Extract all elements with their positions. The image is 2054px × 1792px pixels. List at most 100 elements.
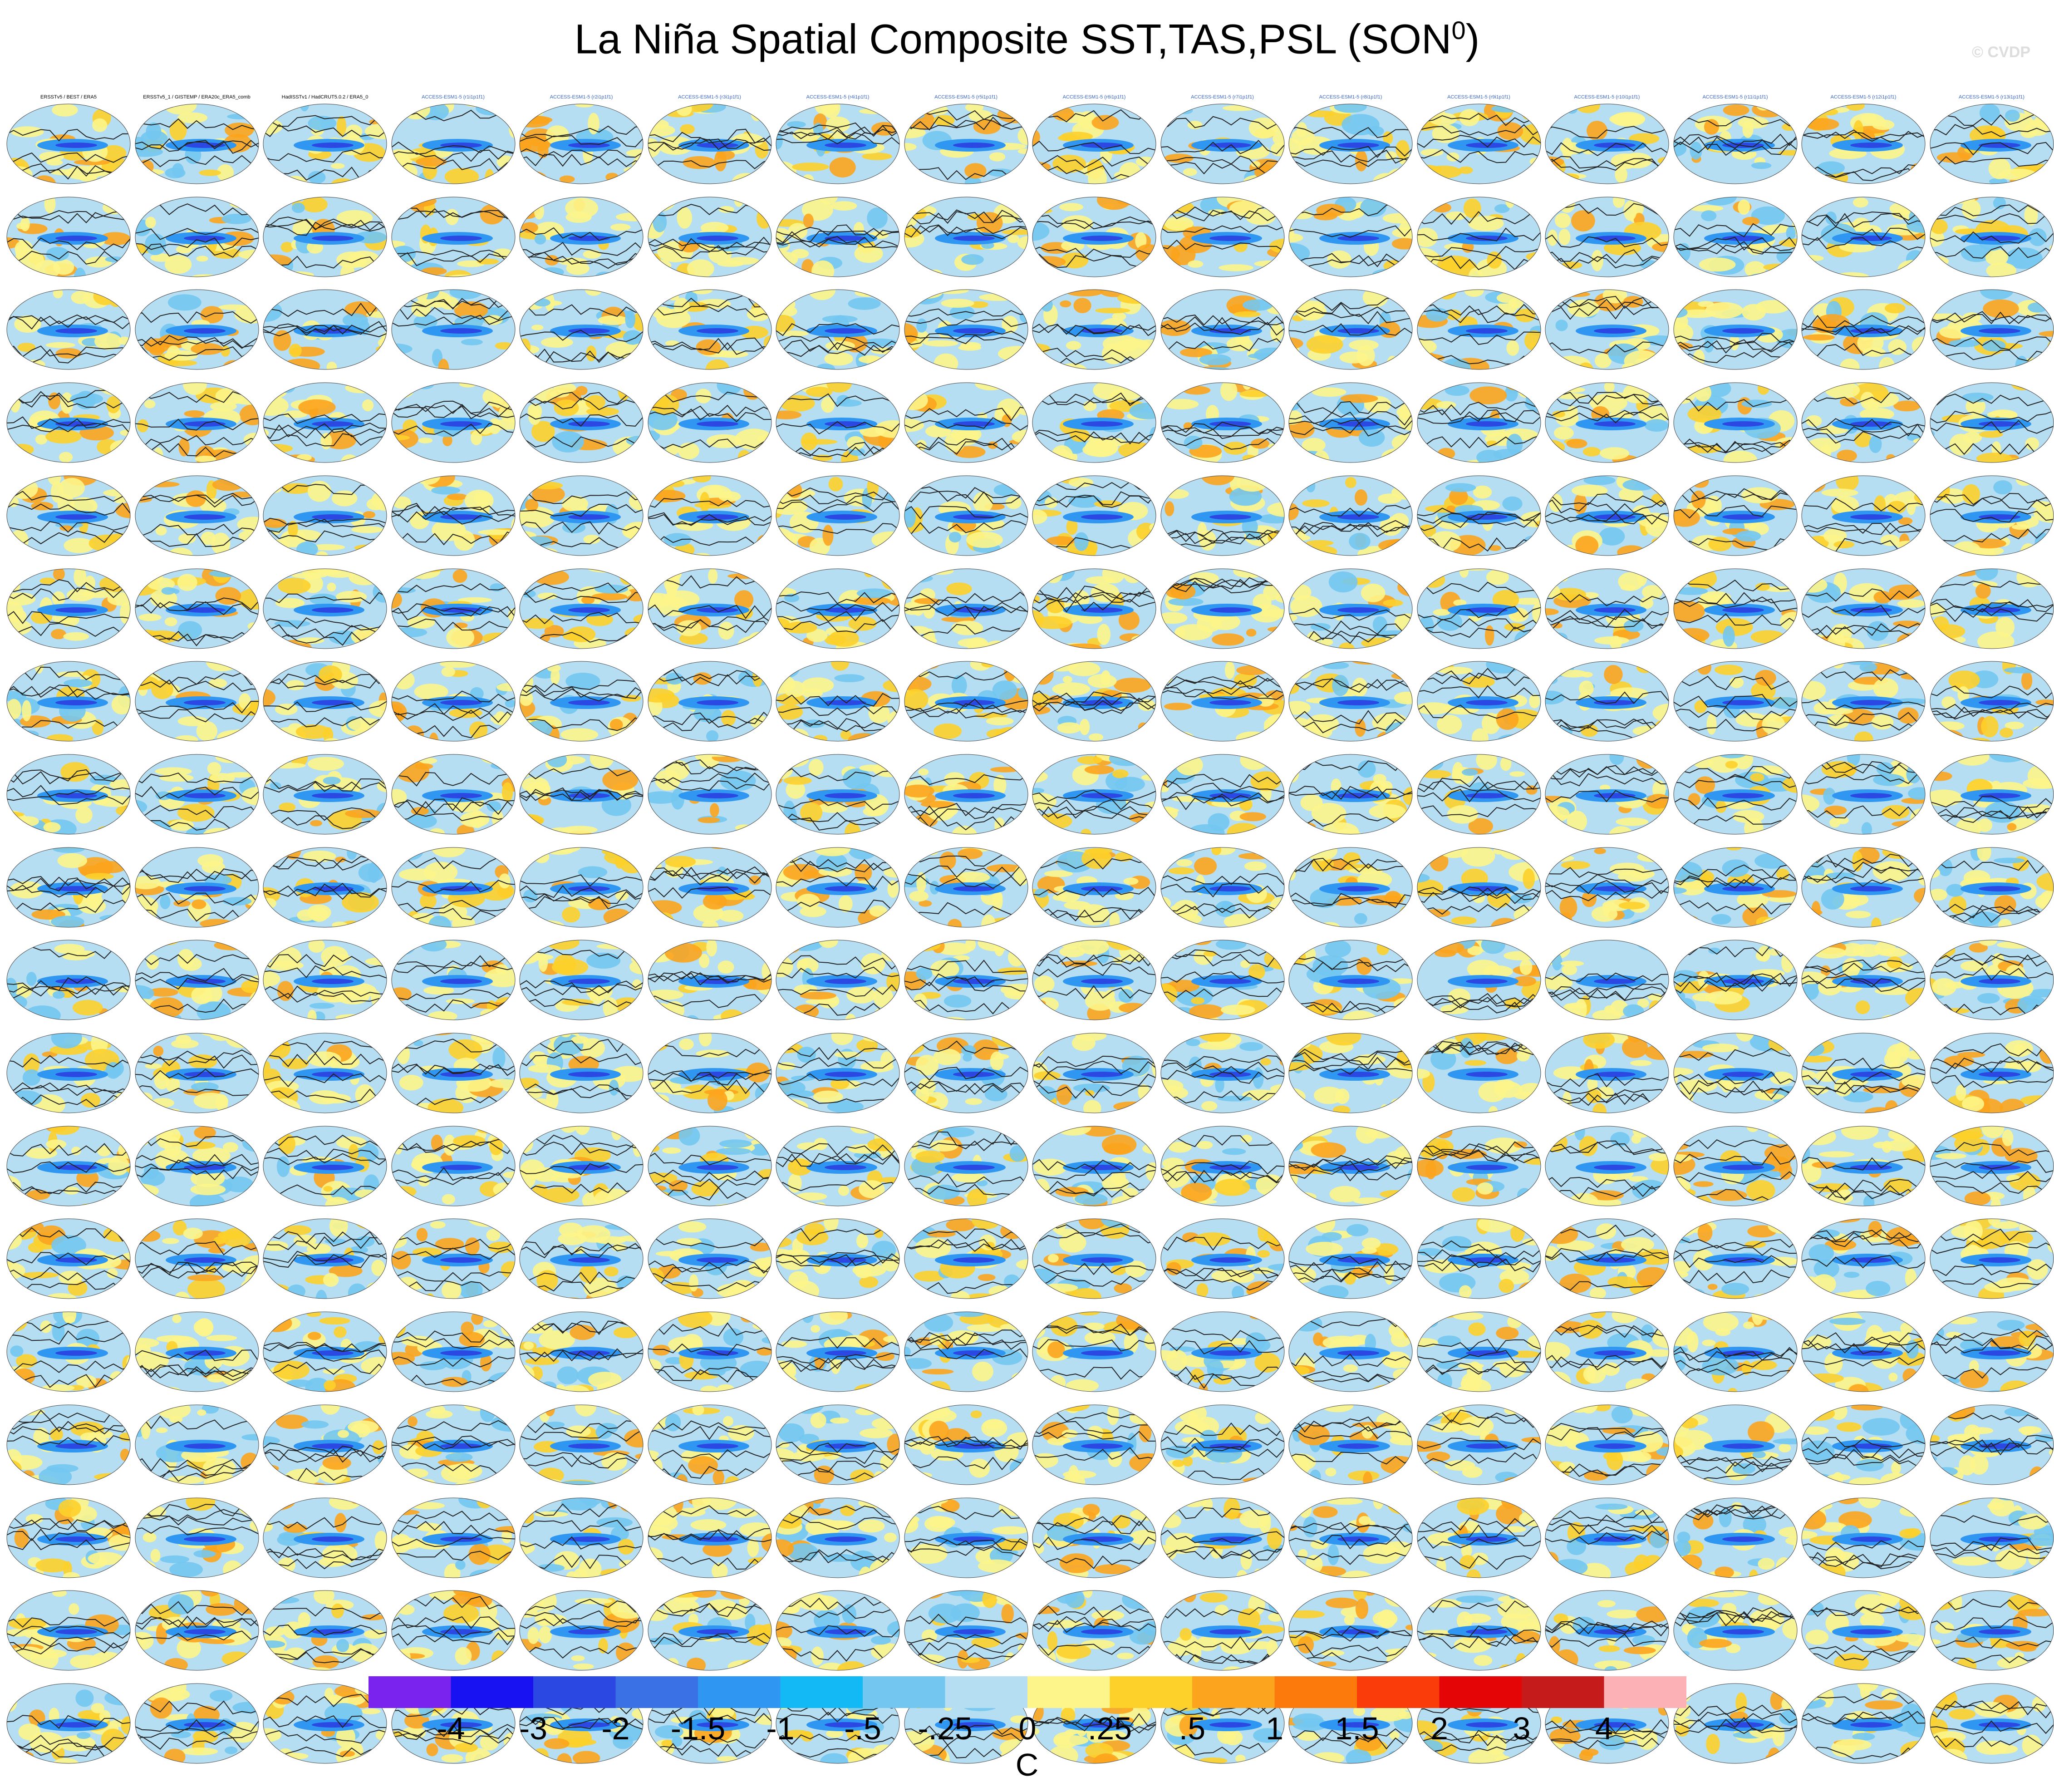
map-svg: [263, 847, 387, 928]
map-svg: [1673, 1033, 1797, 1113]
map-svg: [648, 1218, 771, 1299]
map-panel: [1543, 1024, 1671, 1116]
map-panel: [774, 1489, 902, 1581]
map-svg: [135, 661, 259, 742]
map-svg: [904, 1590, 1028, 1671]
map-panel: ACCESS-ESM1-5 (r11i1p1f1): [1671, 94, 1799, 187]
map-panel: [1030, 1210, 1158, 1302]
map-panel: [389, 1489, 517, 1581]
map-svg: [1160, 197, 1284, 277]
colorbar-tick-label: -1: [766, 1711, 795, 1746]
map-svg: [1930, 754, 2054, 835]
map-panel: [1543, 931, 1671, 1023]
map-svg: [648, 568, 771, 649]
map-panel: [646, 188, 774, 280]
map-panel: [5, 653, 133, 744]
map-panel: [1030, 931, 1158, 1023]
map-panel: [133, 1118, 261, 1209]
map-panel: [1671, 931, 1799, 1023]
map-svg: [1673, 1497, 1797, 1578]
map-panel: [261, 281, 389, 373]
map-panel: [1543, 839, 1671, 930]
map-svg: [391, 1033, 515, 1113]
colorbar-swatch: [1522, 1676, 1604, 1708]
map-svg: [1032, 661, 1156, 742]
map-svg: [263, 1590, 387, 1671]
map-svg: [6, 847, 131, 928]
map-panel: [1415, 281, 1543, 373]
colorbar-tick-label: -1.5: [670, 1711, 726, 1746]
map-panel: [1671, 1210, 1799, 1302]
map-panel: ACCESS-ESM1-5 (r3i1p1f1): [646, 94, 774, 187]
map-panel: [1543, 1303, 1671, 1395]
map-panel: [1928, 1582, 2054, 1674]
map-panel: [902, 653, 1030, 744]
map-svg: [6, 568, 131, 649]
map-panel: [133, 931, 261, 1023]
map-panel: [1287, 1582, 1415, 1674]
map-svg: [648, 1497, 771, 1578]
map-panel: [774, 1210, 902, 1302]
map-svg: [1545, 103, 1669, 184]
map-svg: [391, 103, 515, 184]
panel-title: ACCESS-ESM1-5 (r4i1p1f1): [806, 94, 870, 100]
map-svg: [648, 289, 771, 370]
map-panel: ACCESS-ESM1-5 (r8i1p1f1): [1287, 94, 1415, 187]
map-svg: [263, 1218, 387, 1299]
map-panel: [1159, 1118, 1287, 1209]
map-panel: [261, 374, 389, 466]
map-svg: [776, 940, 900, 1020]
map-panel: [5, 1582, 133, 1674]
map-svg: [1930, 1218, 2054, 1299]
map-panel: [5, 1210, 133, 1302]
map-svg: [391, 754, 515, 835]
map-svg: [1545, 289, 1669, 370]
map-svg: [648, 1590, 771, 1671]
map-svg: [1288, 382, 1413, 463]
map-panel: [1671, 1024, 1799, 1116]
map-svg: [904, 1311, 1028, 1392]
map-panel: [774, 281, 902, 373]
map-svg: [1160, 1218, 1284, 1299]
map-panel: [1799, 467, 1927, 559]
map-panel: [517, 839, 645, 930]
map-svg: [135, 1590, 259, 1671]
panel-title: ACCESS-ESM1-5 (r10i1p1f1): [1574, 94, 1640, 100]
map-svg: [1673, 940, 1797, 1020]
map-svg: [1545, 1404, 1669, 1485]
map-svg: [519, 1497, 644, 1578]
map-panel: [1543, 746, 1671, 837]
map-svg: [1288, 940, 1413, 1020]
map-panel: [5, 1396, 133, 1488]
colorbar-swatch: [615, 1676, 698, 1708]
map-svg: [519, 847, 644, 928]
map-svg: [904, 475, 1028, 556]
map-panel: [1030, 1118, 1158, 1209]
map-panel: [646, 1396, 774, 1488]
map-svg: [1160, 289, 1284, 370]
map-panel: [5, 1118, 133, 1209]
map-svg: [1930, 940, 2054, 1020]
map-svg: [1032, 1218, 1156, 1299]
map-panel: [1159, 839, 1287, 930]
map-svg: [904, 847, 1028, 928]
map-svg: [1160, 847, 1284, 928]
map-svg: [1545, 1590, 1669, 1671]
map-svg: [6, 940, 131, 1020]
map-svg: [1801, 1497, 1926, 1578]
map-svg: [519, 103, 644, 184]
map-panel: [517, 1582, 645, 1674]
map-svg: [391, 847, 515, 928]
colorbar-swatch: [945, 1676, 1028, 1708]
map-panel: [1799, 1024, 1927, 1116]
map-panel: [261, 653, 389, 744]
map-svg: [776, 1404, 900, 1485]
map-panel: [1287, 560, 1415, 652]
map-panel: [1799, 1675, 1927, 1767]
map-panel: [1030, 374, 1158, 466]
map-panel: [1415, 1210, 1543, 1302]
map-svg: [1288, 847, 1413, 928]
map-svg: [391, 568, 515, 649]
map-svg: [648, 1404, 771, 1485]
map-panel: [261, 467, 389, 559]
